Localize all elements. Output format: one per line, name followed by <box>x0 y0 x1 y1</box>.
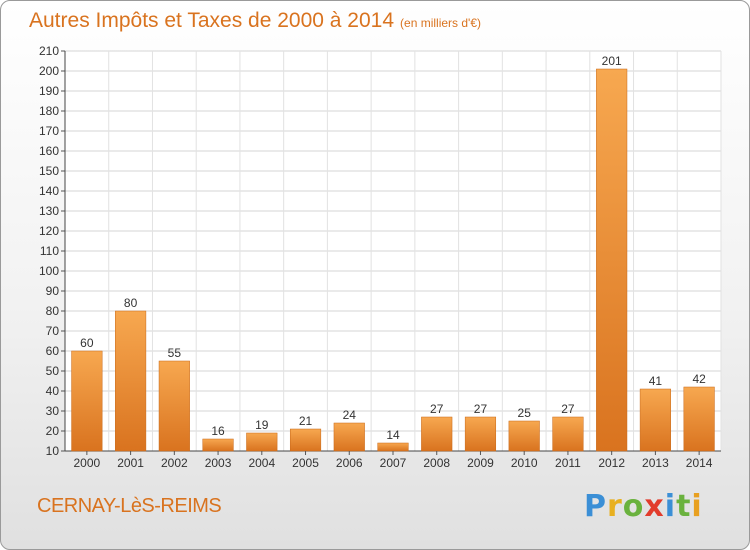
data-label: 41 <box>649 374 663 388</box>
logo-letter: i <box>691 489 703 524</box>
bar <box>552 416 584 452</box>
data-label: 21 <box>299 414 313 428</box>
bar <box>115 310 147 452</box>
data-label: 16 <box>211 424 225 438</box>
data-label: 27 <box>430 402 444 416</box>
x-tick-label: 2002 <box>161 456 188 470</box>
y-tick-label: 80 <box>46 304 60 318</box>
bar <box>596 68 628 452</box>
bar <box>158 360 190 452</box>
y-tick-label: 50 <box>46 364 60 378</box>
y-tick-label: 210 <box>39 44 59 58</box>
data-label: 19 <box>255 418 269 432</box>
y-tick-label: 170 <box>39 124 59 138</box>
x-tick-label: 2004 <box>248 456 275 470</box>
data-label: 27 <box>561 402 575 416</box>
y-tick-label: 140 <box>39 184 59 198</box>
bar <box>71 350 103 452</box>
bar <box>683 386 715 452</box>
data-label: 42 <box>692 372 706 386</box>
y-tick-label: 120 <box>39 224 59 238</box>
bar <box>246 432 278 452</box>
bar <box>508 420 540 452</box>
x-tick-label: 2010 <box>511 456 538 470</box>
y-tick-label: 130 <box>39 204 59 218</box>
x-tick-label: 2009 <box>467 456 494 470</box>
chart-title-main: Autres Impôts et Taxes de 2000 à 2014 <box>29 9 395 32</box>
x-tick-label: 2000 <box>74 456 101 470</box>
y-tick-label: 70 <box>46 324 60 338</box>
data-label: 27 <box>474 402 488 416</box>
y-tick-label: 20 <box>46 424 60 438</box>
logo-letter: o <box>622 489 645 524</box>
x-tick-label: 2011 <box>555 456 581 470</box>
bar <box>377 442 409 452</box>
bar <box>289 428 322 452</box>
bar <box>333 422 365 452</box>
y-tick-label: 180 <box>39 104 59 118</box>
x-tick-label: 2003 <box>205 456 232 470</box>
x-tick-label: 2001 <box>117 456 144 470</box>
chart-subtitle: (en milliers d'€) <box>400 16 482 30</box>
data-label: 24 <box>343 408 357 422</box>
y-tick-label: 60 <box>46 344 60 358</box>
x-tick-label: 2013 <box>642 456 669 470</box>
y-tick-label: 150 <box>39 164 59 178</box>
x-tick-label: 2014 <box>686 456 713 470</box>
data-label: 201 <box>602 54 622 68</box>
data-label: 55 <box>168 346 182 360</box>
logo-letter: r <box>607 489 623 524</box>
logo-letter: x <box>644 489 665 524</box>
y-tick-label: 90 <box>46 284 60 298</box>
y-tick-label: 160 <box>39 144 59 158</box>
data-label: 14 <box>386 428 400 442</box>
bar <box>421 416 453 452</box>
y-tick-label: 10 <box>46 444 60 458</box>
y-tick-label: 40 <box>46 384 60 398</box>
chart-title: Autres Impôts et Taxes de 2000 à 2014 (en… <box>29 9 481 33</box>
data-label: 60 <box>80 336 94 350</box>
logo-letter: i <box>664 489 677 524</box>
x-tick-label: 2005 <box>292 456 319 470</box>
y-tick-label: 30 <box>46 404 60 418</box>
y-tick-label: 100 <box>39 264 59 278</box>
bar <box>639 388 671 452</box>
bar <box>464 416 497 452</box>
x-tick-label: 2007 <box>380 456 407 470</box>
data-label: 25 <box>518 406 532 420</box>
commune-name: CERNAY-LèS-REIMS <box>37 495 222 517</box>
logo-letter: t <box>676 489 692 524</box>
x-tick-label: 2008 <box>423 456 450 470</box>
bar <box>202 438 234 452</box>
logo-letter: P <box>584 489 607 524</box>
proxiti-logo: Proxiti <box>584 489 703 524</box>
x-tick-label: 2012 <box>598 456 625 470</box>
y-tick-label: 110 <box>40 244 59 258</box>
y-tick-label: 190 <box>39 84 59 98</box>
y-tick-label: 200 <box>39 64 59 78</box>
x-tick-label: 2006 <box>336 456 363 470</box>
data-label: 80 <box>124 296 138 310</box>
